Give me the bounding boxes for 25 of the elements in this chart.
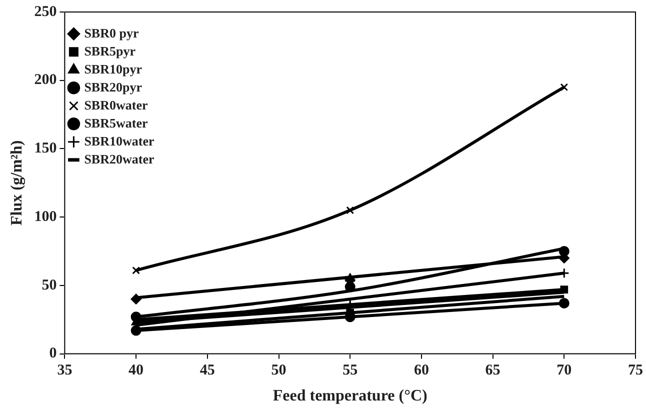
x-tick-label: 60 xyxy=(414,362,429,379)
x-axis-title: Feed temperature (°C) xyxy=(272,388,428,405)
y-tick-label: 50 xyxy=(42,277,57,294)
x-tick-label: 65 xyxy=(485,362,500,379)
legend-label: SBR5water xyxy=(84,115,148,130)
y-tick-label: 0 xyxy=(49,346,57,362)
x-tick-label: 70 xyxy=(556,362,572,379)
legend-label: SBR5pyr xyxy=(84,43,136,58)
legend-label: SBR20pyr xyxy=(84,79,142,94)
y-tick-label: 150 xyxy=(34,140,57,157)
y-tick-label: 100 xyxy=(34,208,57,225)
x-tick-label: 75 xyxy=(628,362,643,379)
x-tick-label: 45 xyxy=(200,362,215,379)
x-tick-label: 50 xyxy=(271,362,286,379)
legend-label: SBR10water xyxy=(84,133,154,148)
legend-label: SBR0 pyr xyxy=(84,25,139,40)
y-tick-label: 250 xyxy=(34,4,57,20)
legend-label: SBR10pyr xyxy=(84,61,142,76)
x-tick-label: 35 xyxy=(57,362,72,379)
legend-label: SBR0water xyxy=(84,97,148,112)
y-axis-title: Flux (g/m²h) xyxy=(8,140,26,226)
legend-label: SBR20water xyxy=(84,151,154,166)
y-tick-label: 200 xyxy=(34,72,57,88)
x-tick-label: 40 xyxy=(128,362,144,379)
x-tick-label: 55 xyxy=(342,362,358,379)
